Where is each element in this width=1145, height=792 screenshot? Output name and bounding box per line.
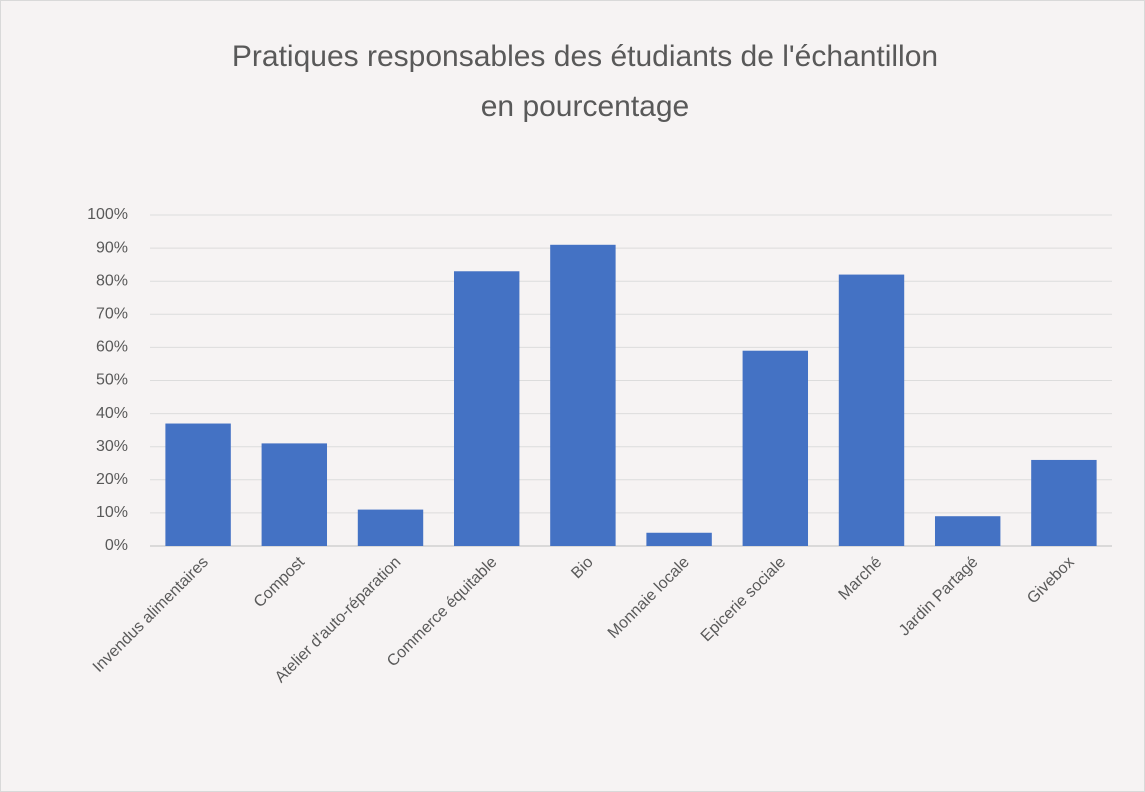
chart-title: Pratiques responsables des étudiants de …: [232, 40, 938, 73]
y-tick-label: 100%: [87, 206, 128, 223]
y-tick-label: 50%: [96, 372, 128, 389]
y-tick-label: 60%: [96, 339, 128, 356]
chart-title: en pourcentage: [481, 90, 690, 123]
bar: [165, 423, 231, 546]
y-tick-label: 0%: [105, 537, 128, 554]
y-tick-label: 70%: [96, 306, 128, 323]
y-tick-label: 10%: [96, 504, 128, 521]
bar: [550, 244, 616, 547]
bar: [646, 532, 712, 546]
bar: [261, 443, 328, 546]
y-tick-label: 80%: [96, 272, 128, 289]
y-tick-label: 20%: [96, 471, 128, 488]
bar: [453, 271, 520, 546]
y-tick-label: 30%: [96, 438, 128, 455]
y-tick-label: 90%: [96, 239, 128, 256]
bar: [934, 516, 1001, 546]
bar: [742, 350, 809, 546]
bar: [838, 274, 905, 546]
y-tick-label: 40%: [96, 405, 128, 422]
bar: [357, 509, 424, 546]
bar: [1031, 459, 1097, 546]
